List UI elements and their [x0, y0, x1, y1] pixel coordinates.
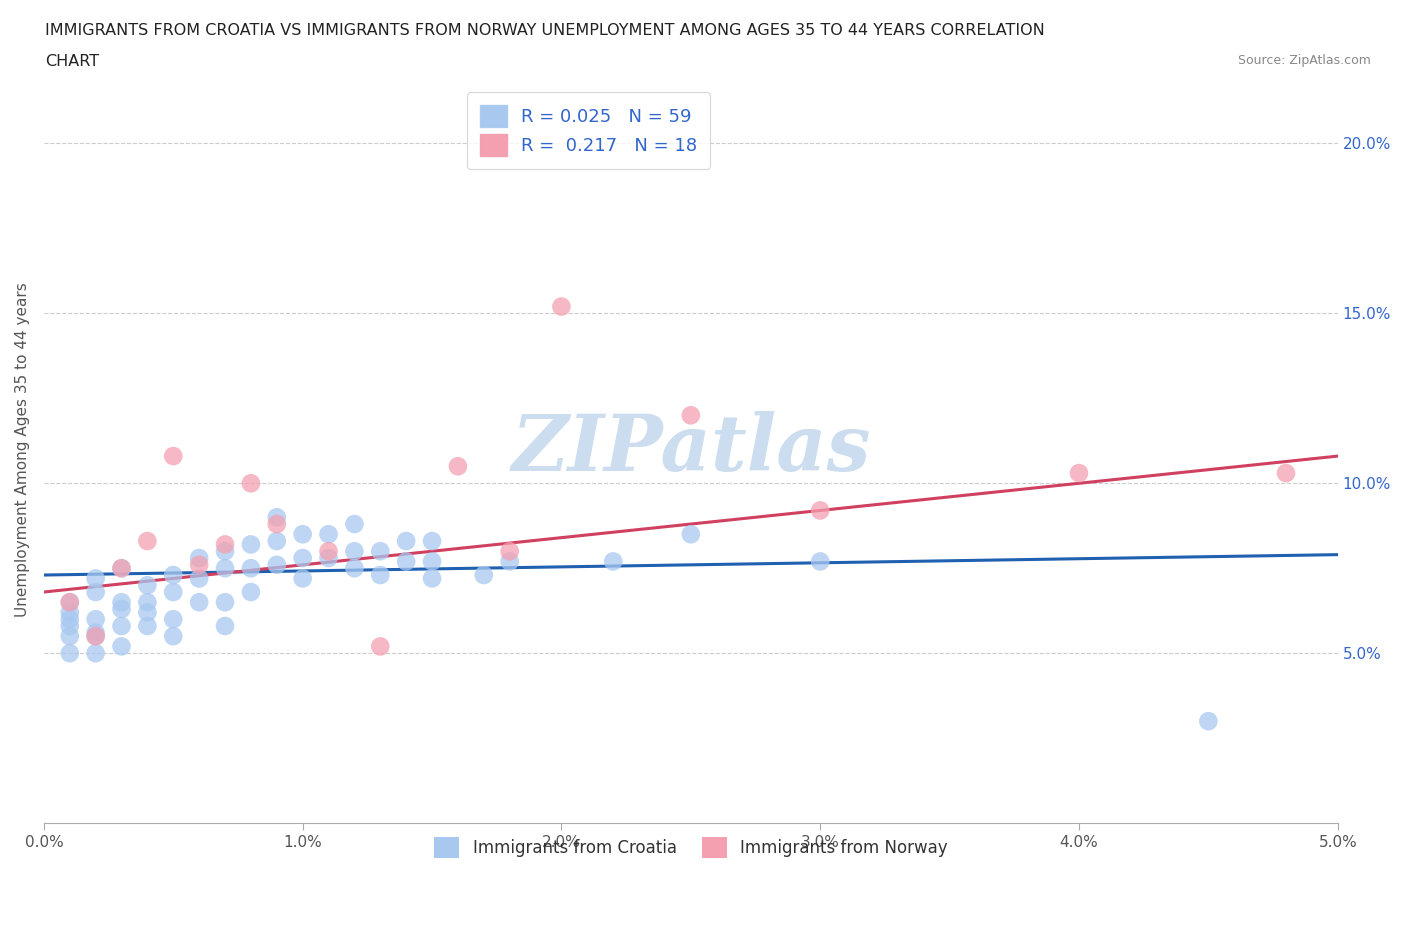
Point: [84, 585, 107, 600]
Point: [472, 567, 495, 582]
Point: [188, 595, 211, 610]
Point: [239, 561, 262, 576]
Point: [420, 554, 443, 569]
Point: [266, 510, 288, 525]
Point: [110, 561, 132, 576]
Point: [188, 557, 211, 572]
Point: [214, 537, 236, 551]
Point: [318, 551, 340, 565]
Point: [318, 544, 340, 559]
Point: [136, 578, 159, 592]
Point: [110, 618, 132, 633]
Point: [291, 526, 314, 541]
Point: [110, 602, 132, 617]
Point: [59, 612, 82, 627]
Point: [136, 534, 159, 549]
Point: [679, 526, 702, 541]
Point: [59, 605, 82, 620]
Text: CHART: CHART: [45, 54, 98, 69]
Point: [239, 537, 262, 551]
Point: [162, 585, 184, 600]
Point: [136, 605, 159, 620]
Point: [266, 517, 288, 532]
Point: [499, 544, 522, 559]
Point: [59, 595, 82, 610]
Point: [110, 595, 132, 610]
Point: [368, 544, 391, 559]
Point: [318, 526, 340, 541]
Point: [110, 561, 132, 576]
Point: [162, 612, 184, 627]
Point: [59, 629, 82, 644]
Point: [499, 554, 522, 569]
Point: [188, 571, 211, 586]
Point: [214, 618, 236, 633]
Point: [84, 625, 107, 640]
Point: [368, 567, 391, 582]
Text: Source: ZipAtlas.com: Source: ZipAtlas.com: [1237, 54, 1371, 67]
Point: [59, 595, 82, 610]
Point: [679, 408, 702, 423]
Point: [84, 612, 107, 627]
Point: [59, 645, 82, 660]
Point: [420, 571, 443, 586]
Point: [266, 557, 288, 572]
Point: [1197, 713, 1219, 728]
Point: [343, 544, 366, 559]
Point: [368, 639, 391, 654]
Point: [343, 517, 366, 532]
Point: [550, 299, 572, 314]
Point: [162, 629, 184, 644]
Point: [395, 534, 418, 549]
Point: [395, 554, 418, 569]
Point: [447, 458, 470, 473]
Point: [266, 534, 288, 549]
Point: [214, 595, 236, 610]
Point: [343, 561, 366, 576]
Point: [188, 551, 211, 565]
Point: [291, 551, 314, 565]
Point: [214, 544, 236, 559]
Point: [239, 585, 262, 600]
Point: [808, 554, 831, 569]
Point: [110, 639, 132, 654]
Point: [162, 448, 184, 463]
Point: [84, 645, 107, 660]
Text: IMMIGRANTS FROM CROATIA VS IMMIGRANTS FROM NORWAY UNEMPLOYMENT AMONG AGES 35 TO : IMMIGRANTS FROM CROATIA VS IMMIGRANTS FR…: [45, 23, 1045, 38]
Point: [1275, 466, 1298, 481]
Point: [239, 476, 262, 491]
Point: [136, 618, 159, 633]
Point: [214, 561, 236, 576]
Point: [420, 534, 443, 549]
Point: [84, 629, 107, 644]
Point: [162, 567, 184, 582]
Point: [136, 595, 159, 610]
Point: [84, 571, 107, 586]
Point: [602, 554, 624, 569]
Point: [808, 503, 831, 518]
Legend: Immigrants from Croatia, Immigrants from Norway: Immigrants from Croatia, Immigrants from…: [420, 824, 960, 870]
Point: [291, 571, 314, 586]
Y-axis label: Unemployment Among Ages 35 to 44 years: Unemployment Among Ages 35 to 44 years: [15, 282, 30, 617]
Text: ZIPatlas: ZIPatlas: [512, 411, 870, 487]
Point: [84, 629, 107, 644]
Point: [59, 618, 82, 633]
Point: [1067, 466, 1090, 481]
